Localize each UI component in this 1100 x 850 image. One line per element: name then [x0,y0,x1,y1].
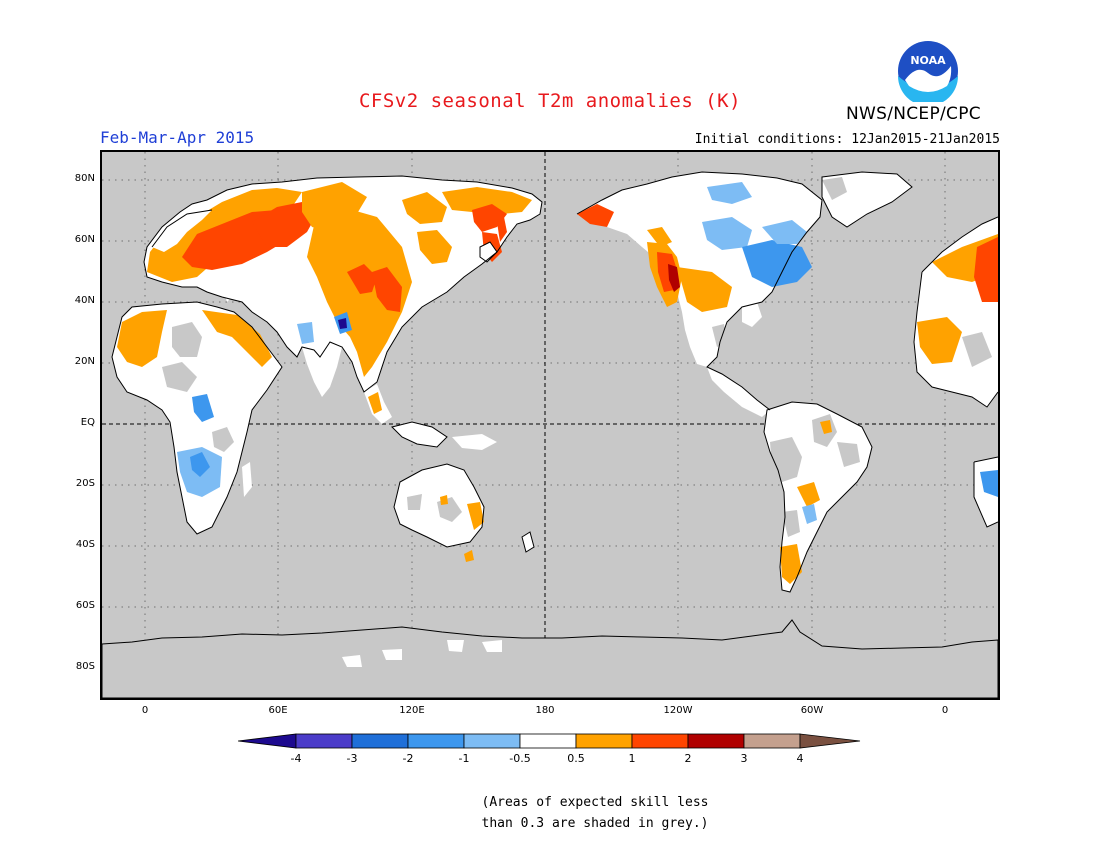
australia [394,464,484,562]
colorbar-seg-4 [463,733,521,749]
noaa-logo: NOAA [898,41,958,102]
colorbar-seg-10 [799,733,861,749]
lat-label-20s: 20S [75,478,95,489]
colorbar-seg-7 [631,733,689,749]
india [302,340,342,397]
colorbar [238,733,861,749]
lon-label-120w: 120W [663,705,693,716]
lat-label-60s: 60S [75,600,95,611]
colorbar-label-neg3: -3 [346,752,358,765]
north-america [577,172,822,367]
lat-label-60n: 60N [74,234,95,245]
colorbar-label-neg1: -1 [458,752,470,765]
colorbar-seg-6 [575,733,633,749]
colorbar-seg-5 [519,733,577,749]
colorbar-label-0-5: 0.5 [567,752,585,765]
colorbar-label-neg2: -2 [402,752,414,765]
lon-label-0: 0 [141,705,149,716]
japan [480,242,497,262]
lat-label-eq: EQ [80,417,95,428]
initial-conditions-label: Initial conditions: 12Jan2015-21Jan2015 [694,132,1000,147]
colorbar-label-neg4: -4 [290,752,302,765]
africa [112,302,282,534]
indonesia [392,422,447,447]
central-america [707,367,770,417]
colorbar-seg-2 [351,733,409,749]
antarctica [102,619,998,698]
eurasia [144,176,542,392]
map-panel [100,150,1000,700]
agency-label: NWS/NCEP/CPC [846,104,981,124]
lon-label-0-east: 0 [941,705,949,716]
footnote-line-1: (Areas of expected skill less [481,795,709,810]
lon-label-120e: 120E [399,705,425,716]
colorbar-seg-1 [295,733,353,749]
colorbar-label-3: 3 [740,752,748,765]
colorbar-seg-3 [407,733,465,749]
lat-label-80n: 80N [74,173,95,184]
lat-label-20n: 20N [74,356,95,367]
map-title: CFSv2 seasonal T2m anomalies (K) [358,90,742,112]
colorbar-label-4: 4 [796,752,804,765]
lat-label-40s: 40S [75,539,95,550]
lon-label-60e: 60E [268,705,288,716]
season-label: Feb-Mar-Apr 2015 [100,128,255,147]
skill-footnote: (Areas of expected skill less than 0.3 a… [0,792,1100,834]
colorbar-label-1: 1 [628,752,636,765]
anomaly-map [102,152,998,698]
colorbar-seg-9 [743,733,801,749]
scandinavia [152,210,212,252]
footnote-line-2: than 0.3 are shaded in grey.) [481,816,709,831]
colorbar-label-2: 2 [684,752,692,765]
colorbar-seg-0 [238,733,297,749]
logo-text: NOAA [910,54,946,67]
lon-label-180: 180 [535,705,555,716]
lon-label-60w: 60W [800,705,824,716]
lat-label-40n: 40N [74,295,95,306]
colorbar-label-neg0-5: -0.5 [509,752,531,765]
coastlines [111,171,998,593]
colorbar-seg-8 [687,733,745,749]
lat-label-80s: 80S [75,661,95,672]
